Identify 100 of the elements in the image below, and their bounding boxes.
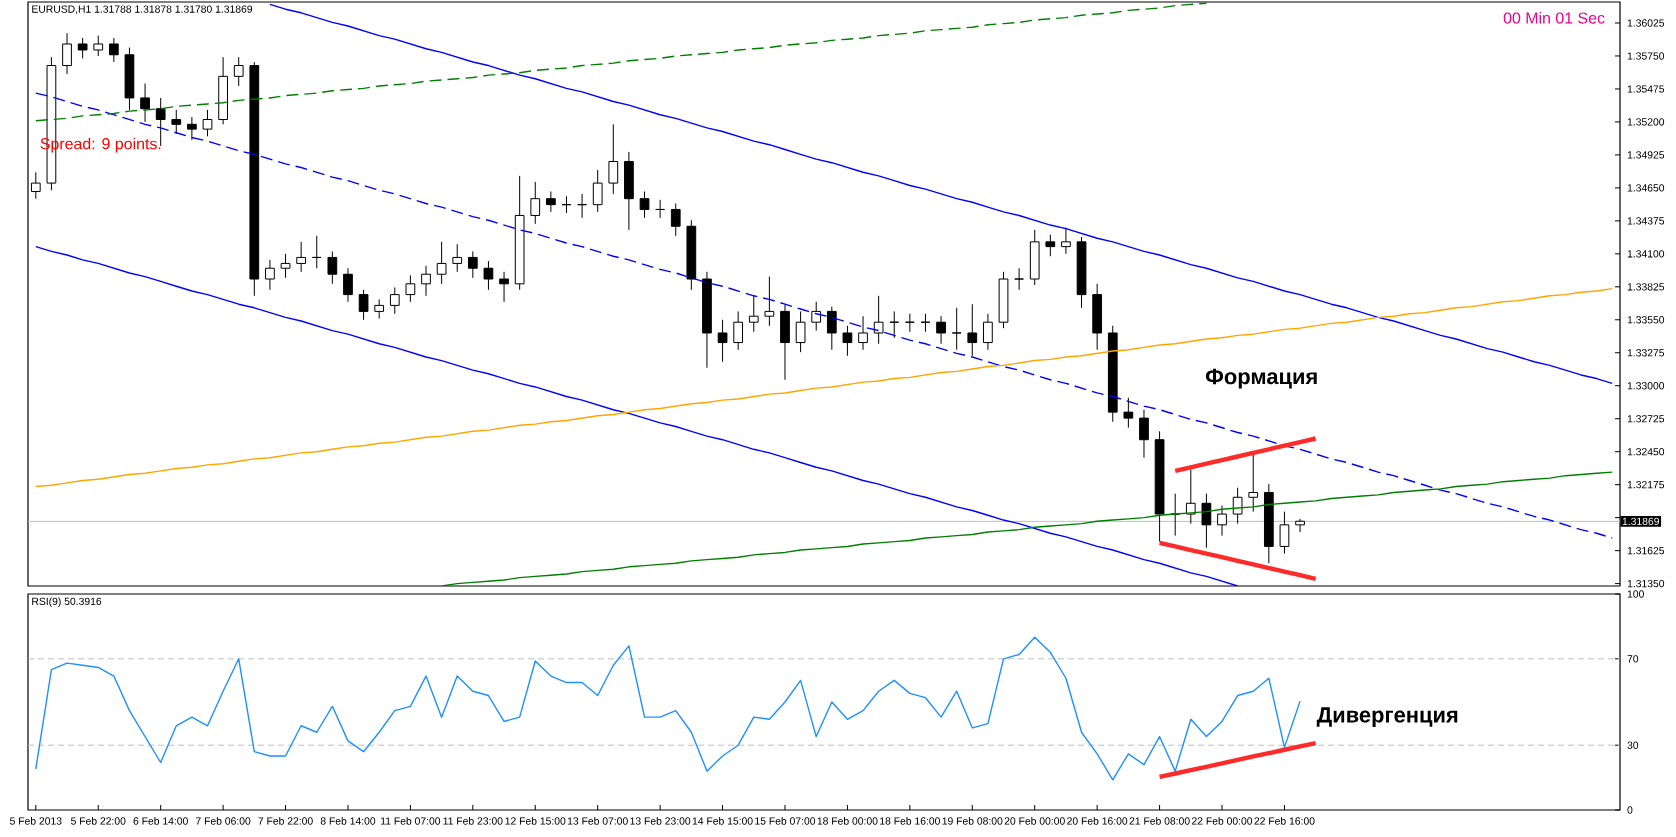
- y-tick-label: 1.33825: [1627, 283, 1665, 291]
- x-tick-label: 19 Feb 08:00: [942, 817, 1003, 825]
- x-tick-label: 18 Feb 00:00: [817, 817, 878, 825]
- y-tick-label: 30: [1627, 741, 1639, 749]
- candlestick: [436, 241, 447, 285]
- candlestick: [108, 37, 119, 63]
- candlestick: [717, 319, 728, 363]
- candlestick: [733, 310, 744, 351]
- candlestick: [405, 274, 416, 303]
- candlestick: [374, 298, 385, 320]
- candlestick: [670, 202, 681, 237]
- annotation: Формация: [1205, 368, 1317, 389]
- y-tick-label: 1.35750: [1627, 52, 1665, 60]
- candlestick: [1201, 493, 1212, 549]
- y-tick-label: 1.32725: [1627, 415, 1665, 423]
- candlestick: [421, 265, 431, 297]
- candlestick: [639, 190, 650, 219]
- candlestick: [592, 169, 603, 213]
- y-tick-label: 1.34650: [1627, 184, 1665, 192]
- x-tick-label: 20 Feb 16:00: [1067, 817, 1128, 825]
- candlestick: [296, 241, 307, 273]
- y-tick-label: 1.33550: [1627, 316, 1665, 324]
- candlestick: [764, 276, 775, 327]
- candlestick: [608, 123, 619, 195]
- x-tick-label: 7 Feb 06:00: [195, 817, 251, 825]
- candlestick: [327, 250, 338, 285]
- candlestick: [1139, 409, 1149, 459]
- x-tick-label: 20 Feb 00:00: [1004, 817, 1065, 825]
- candlestick: [842, 325, 853, 357]
- candlestick: [499, 271, 509, 303]
- annotation: Дивергенция: [1316, 707, 1458, 727]
- x-tick-label: 13 Feb 07:00: [567, 817, 628, 825]
- x-tick-label: 5 Feb 22:00: [70, 817, 126, 825]
- candlestick: [389, 286, 400, 315]
- x-tick-label: 21 Feb 08:00: [1129, 817, 1190, 825]
- candlestick: [265, 259, 275, 291]
- x-tick-label: 11 Feb 07:00: [381, 817, 441, 825]
- candlestick: [280, 253, 291, 279]
- candlestick: [983, 313, 993, 351]
- x-tick-label: 11 Feb 23:00: [443, 817, 503, 825]
- annotation: 00 Min 01 Sec: [1503, 11, 1605, 24]
- candlestick: [1295, 518, 1305, 533]
- candlestick: [1217, 505, 1227, 537]
- chart-title: EURUSD,H1 1.31788 1.31878 1.31780 1.31869: [32, 5, 253, 14]
- candlestick: [951, 307, 962, 351]
- line-series: [1172, 436, 1318, 474]
- candlestick: [936, 315, 946, 345]
- candlestick: [858, 315, 868, 351]
- line-series: [1157, 740, 1318, 780]
- y-tick-label: 1.32450: [1627, 448, 1665, 456]
- candlestick: [233, 56, 244, 87]
- x-tick-label: 7 Feb 22:00: [258, 817, 313, 825]
- candlestick: [62, 32, 72, 75]
- candlestick: [873, 295, 884, 345]
- candlestick: [358, 289, 369, 321]
- x-tick-label: 6 Feb 14:00: [133, 817, 188, 825]
- candlestick: [1014, 267, 1024, 291]
- ref-line-label: 1.31869: [1622, 517, 1659, 526]
- y-tick-label: 70: [1627, 655, 1639, 663]
- line-series: [1157, 540, 1318, 582]
- x-tick-label: 15 Feb 07:00: [755, 817, 816, 825]
- candlestick: [452, 243, 463, 273]
- chart-title: RSI(9) 50.3916: [32, 597, 102, 608]
- candlestick: [546, 190, 556, 213]
- candlestick: [1185, 469, 1196, 525]
- candlestick: [140, 83, 150, 123]
- y-tick-label: 1.33275: [1627, 349, 1665, 357]
- candlestick: [530, 181, 541, 225]
- y-tick-label: 1.33000: [1627, 382, 1665, 390]
- candlestick: [93, 35, 104, 57]
- candlestick: [187, 116, 197, 141]
- candlestick: [343, 267, 353, 303]
- candlestick: [748, 295, 759, 333]
- y-tick-label: 1.34375: [1627, 217, 1665, 225]
- x-tick-label: 14 Feb 15:00: [692, 817, 753, 825]
- y-tick-label: 1.31350: [1627, 579, 1665, 588]
- y-tick-label: 1.31625: [1627, 546, 1665, 555]
- candlestick: [826, 306, 837, 351]
- candlestick: [1061, 226, 1071, 255]
- candlestick: [811, 301, 822, 332]
- x-tick-label: 12 Feb 15:00: [505, 817, 566, 825]
- y-tick-label: 1.34100: [1627, 250, 1665, 258]
- candlestick: [171, 109, 182, 135]
- candlestick: [1279, 511, 1290, 555]
- candlestick: [77, 37, 88, 59]
- y-tick-label: 1.35200: [1627, 118, 1665, 126]
- candlestick: [1123, 397, 1134, 429]
- candlestick: [483, 260, 494, 291]
- candlestick: [1232, 487, 1243, 525]
- candlestick: [202, 109, 213, 137]
- x-tick-label: 5 Feb 2013: [10, 817, 62, 825]
- y-tick-label: 1.36025: [1627, 19, 1665, 27]
- x-tick-label: 18 Feb 16:00: [880, 817, 940, 825]
- y-tick-label: 100: [1627, 590, 1644, 598]
- y-tick-label: 1.35475: [1627, 85, 1665, 93]
- candlestick: [795, 310, 806, 353]
- x-tick-label: 8 Feb 14:00: [320, 817, 376, 825]
- y-tick-label: 1.32175: [1627, 480, 1665, 489]
- candlestick: [30, 171, 41, 200]
- y-tick-label: 1.34925: [1627, 151, 1665, 159]
